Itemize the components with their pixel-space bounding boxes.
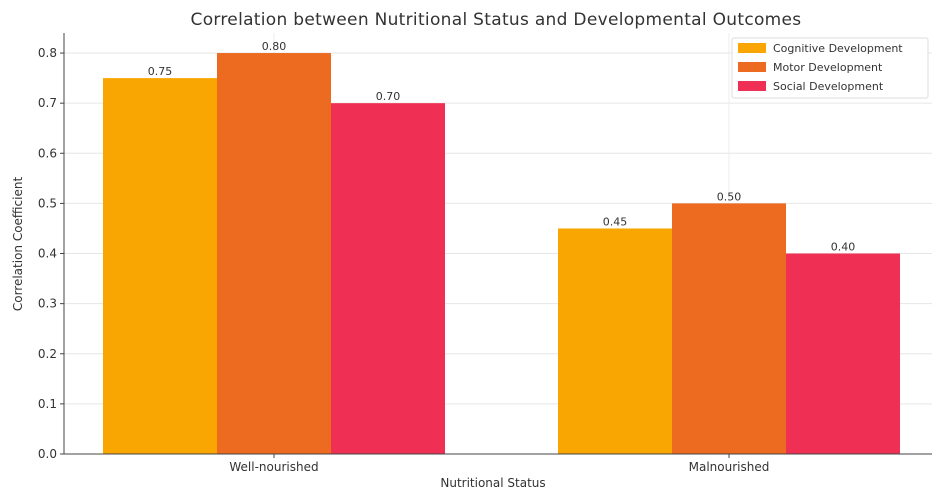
bar xyxy=(786,253,900,454)
y-tick-label: 0.0 xyxy=(38,447,57,461)
data-label: 0.75 xyxy=(148,65,173,78)
y-tick-label: 0.8 xyxy=(38,46,57,60)
x-tick-label: Malnourished xyxy=(689,460,770,474)
x-tick-label: Well-nourished xyxy=(229,460,318,474)
bar xyxy=(672,203,786,454)
y-tick-label: 0.7 xyxy=(38,96,57,110)
legend-swatch xyxy=(738,62,766,72)
data-label: 0.80 xyxy=(262,40,287,53)
y-tick-label: 0.5 xyxy=(38,196,57,210)
data-label: 0.50 xyxy=(717,190,742,203)
y-tick-label: 0.2 xyxy=(38,347,57,361)
y-axis-label: Correlation Coefficient xyxy=(11,177,25,312)
x-axis-label: Nutritional Status xyxy=(440,476,545,490)
bar xyxy=(103,78,217,454)
data-label: 0.45 xyxy=(603,215,628,228)
legend-swatch xyxy=(738,43,766,53)
legend-swatch xyxy=(738,81,766,91)
legend-entry: Social Development xyxy=(773,80,884,93)
legend-box xyxy=(731,37,929,99)
legend: Cognitive Development Motor Development So… xyxy=(731,37,929,99)
legend-entry: Motor Development xyxy=(773,61,883,74)
y-tick-label: 0.1 xyxy=(38,397,57,411)
bar xyxy=(558,228,672,454)
bar xyxy=(217,53,331,455)
y-tick-label: 0.6 xyxy=(38,146,57,160)
data-label: 0.70 xyxy=(376,90,401,103)
bar xyxy=(331,103,445,455)
legend-entry: Cognitive Development xyxy=(773,42,903,55)
chart-title: Correlation between Nutritional Status a… xyxy=(191,10,802,30)
y-tick-label: 0.3 xyxy=(38,297,57,311)
plot-area: 0.0 0.1 0.2 0.3 0.4 0.5 0.6 0.7 0.8 0.75 0.45 0.80 0… xyxy=(38,33,932,474)
y-tick-label: 0.4 xyxy=(38,247,57,261)
data-label: 0.40 xyxy=(831,241,856,254)
